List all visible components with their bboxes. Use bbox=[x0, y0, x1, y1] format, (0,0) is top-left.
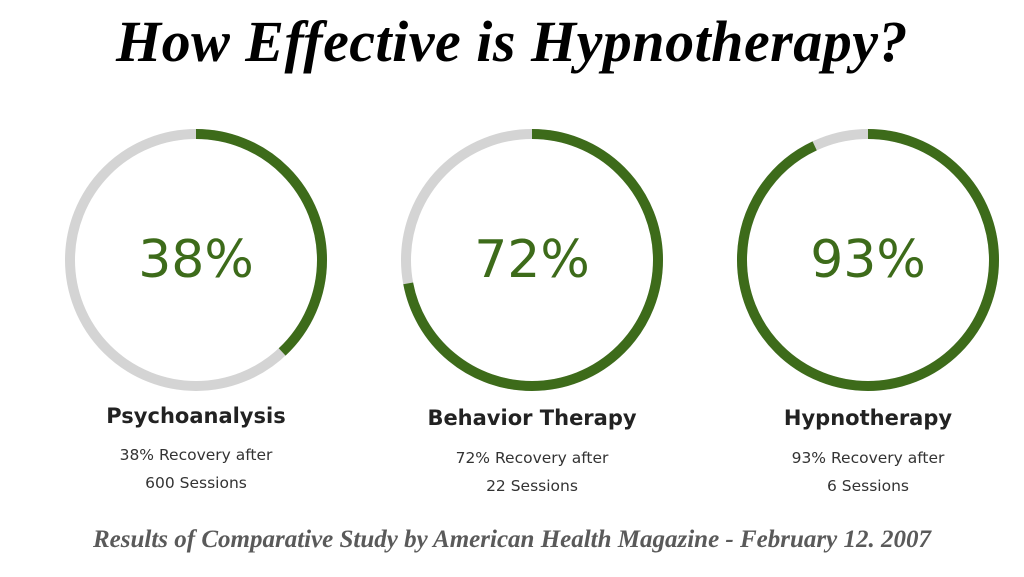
therapy-name: Hypnotherapy bbox=[783, 406, 953, 430]
donut-svg bbox=[65, 129, 327, 391]
description-line: 600 Sessions bbox=[145, 474, 247, 492]
page-title: How Effective is Hypnotherapy? bbox=[116, 9, 908, 74]
ring-progress-arc bbox=[65, 129, 327, 391]
ring-value-label: 93% bbox=[810, 230, 926, 290]
therapy-description: 38% Recovery after 600 Sessions bbox=[36, 441, 356, 497]
donut-chart-psychoanalysis: 38% bbox=[61, 125, 331, 395]
donut-svg bbox=[401, 129, 663, 391]
description-line: 6 Sessions bbox=[826, 477, 909, 495]
therapy-name: Behavior Therapy bbox=[427, 406, 637, 430]
therapy-description: 72% Recovery after 22 Sessions bbox=[372, 444, 692, 500]
source-footer: Results of Comparative Study by American… bbox=[93, 526, 931, 553]
description-line: 38% Recovery after bbox=[119, 446, 273, 464]
therapy-name: Psychoanalysis bbox=[106, 404, 286, 428]
ring-value-label: 72% bbox=[474, 230, 590, 290]
description-line: 93% Recovery after bbox=[791, 449, 945, 467]
ring-progress-arc bbox=[737, 129, 999, 391]
ring-value-label: 38% bbox=[138, 230, 254, 290]
donut-chart-hypnotherapy: 93% bbox=[733, 125, 1003, 395]
ring-progress-arc bbox=[401, 129, 663, 391]
donut-svg bbox=[737, 129, 999, 391]
description-line: 22 Sessions bbox=[486, 477, 578, 495]
therapy-description: 93% Recovery after 6 Sessions bbox=[708, 444, 1024, 500]
donut-chart-behavior-therapy: 72% bbox=[397, 125, 667, 395]
description-line: 72% Recovery after bbox=[455, 449, 609, 467]
